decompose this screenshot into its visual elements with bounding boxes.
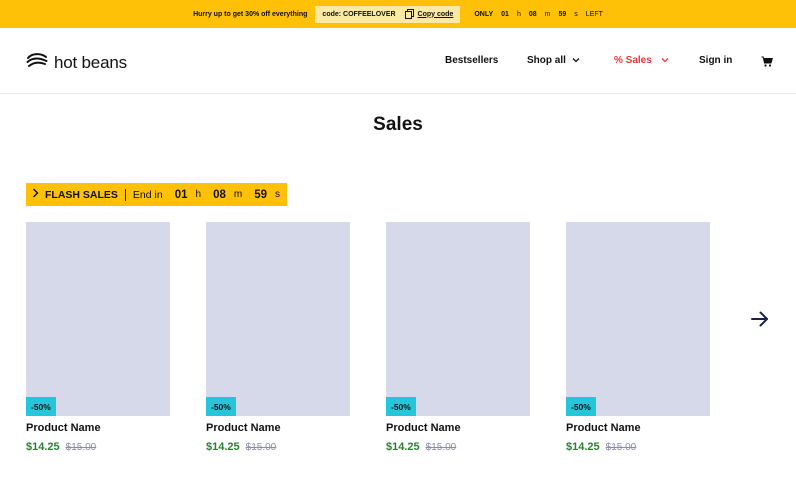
site-header: hot beans Bestsellers Shop all % Sales S… [0, 28, 796, 94]
product-card[interactable]: -50% Product Name $14.25 $15.00 [26, 222, 170, 453]
nav-shop-all-label: Shop all [527, 55, 566, 66]
product-name[interactable]: Product Name [206, 422, 281, 434]
product-name[interactable]: Product Name [386, 422, 461, 434]
discount-badge: -50% [386, 397, 416, 416]
product-card[interactable]: -50% Product Name $14.25 $15.00 [206, 222, 350, 453]
product-prices: $14.25 $15.00 [566, 441, 710, 453]
nav-sign-in[interactable]: Sign in [699, 55, 732, 66]
product-card[interactable]: -50% Product Name $14.25 $15.00 [566, 222, 710, 453]
chevron-right-icon [32, 188, 39, 201]
promo-seconds-unit: s [574, 10, 578, 18]
promo-only-label: ONLY [474, 10, 494, 18]
logo[interactable]: hot beans [26, 52, 127, 74]
nav-bestsellers-label: Bestsellers [445, 55, 499, 66]
discount-badge: -50% [566, 397, 596, 416]
flash-seconds-unit: s [275, 189, 280, 200]
bean-logo-icon [26, 52, 48, 74]
product-old-price: $15.00 [65, 442, 97, 453]
product-old-price: $15.00 [425, 442, 457, 453]
product-price: $14.25 [386, 441, 420, 453]
product-old-price: $15.00 [245, 442, 277, 453]
nav-bestsellers[interactable]: Bestsellers [445, 55, 498, 66]
carousel-next-button[interactable] [750, 310, 770, 328]
nav-sales-label: % Sales [614, 55, 652, 66]
promo-hours: 01 [501, 10, 509, 18]
copy-icon[interactable] [404, 9, 414, 19]
product-price: $14.25 [26, 441, 60, 453]
arrow-right-icon [750, 311, 770, 332]
flash-sales-label: FLASH SALES [45, 188, 118, 201]
promo-code: code: COFFEELOVER [322, 10, 396, 18]
flash-hours-unit: h [195, 189, 202, 200]
flash-minutes: 08 [213, 188, 226, 201]
product-prices: $14.25 $15.00 [26, 441, 170, 453]
promo-minutes-unit: m [544, 10, 551, 18]
product-name[interactable]: Product Name [566, 422, 641, 434]
divider [124, 188, 126, 201]
promo-banner: Hurry up to get 30% off everything code:… [0, 0, 796, 28]
flash-seconds: 59 [254, 188, 267, 201]
promo-left-label: LEFT [585, 10, 603, 18]
product-prices: $14.25 $15.00 [386, 441, 530, 453]
product-price: $14.25 [566, 441, 600, 453]
promo-seconds: 59 [558, 10, 567, 18]
product-price: $14.25 [206, 441, 240, 453]
nav-sales[interactable]: % Sales [614, 55, 669, 66]
nav-shop-all[interactable]: Shop all [527, 55, 580, 66]
promo-message: Hurry up to get 30% off everything [193, 10, 308, 18]
discount-badge: -50% [26, 397, 56, 416]
discount-badge: -50% [206, 397, 236, 416]
flash-minutes-unit: m [233, 189, 243, 200]
product-image[interactable]: -50% [206, 222, 350, 416]
copy-code-link[interactable]: Copy code [417, 10, 454, 18]
promo-hours-unit: h [516, 10, 521, 18]
product-old-price: $15.00 [605, 442, 637, 453]
logo-text: hot beans [54, 53, 127, 72]
product-card[interactable]: -50% Product Name $14.25 $15.00 [386, 222, 530, 453]
promo-minutes: 08 [528, 10, 537, 18]
product-name[interactable]: Product Name [26, 422, 101, 434]
chevron-down-icon [661, 55, 669, 66]
page-title: Sales [373, 114, 423, 135]
flash-sales-bar: FLASH SALES End in 01 h 08 m 59 s [26, 183, 287, 206]
chevron-down-icon [572, 55, 580, 66]
flash-hours: 01 [174, 188, 188, 201]
product-image[interactable]: -50% [386, 222, 530, 416]
cart-icon[interactable] [761, 56, 773, 67]
nav-sign-in-label: Sign in [699, 55, 733, 66]
promo-code-box: code: COFFEELOVER Copy code [315, 5, 461, 23]
product-image[interactable]: -50% [566, 222, 710, 416]
flash-end-in-label: End in [132, 188, 163, 201]
product-prices: $14.25 $15.00 [206, 441, 350, 453]
product-image[interactable]: -50% [26, 222, 170, 416]
